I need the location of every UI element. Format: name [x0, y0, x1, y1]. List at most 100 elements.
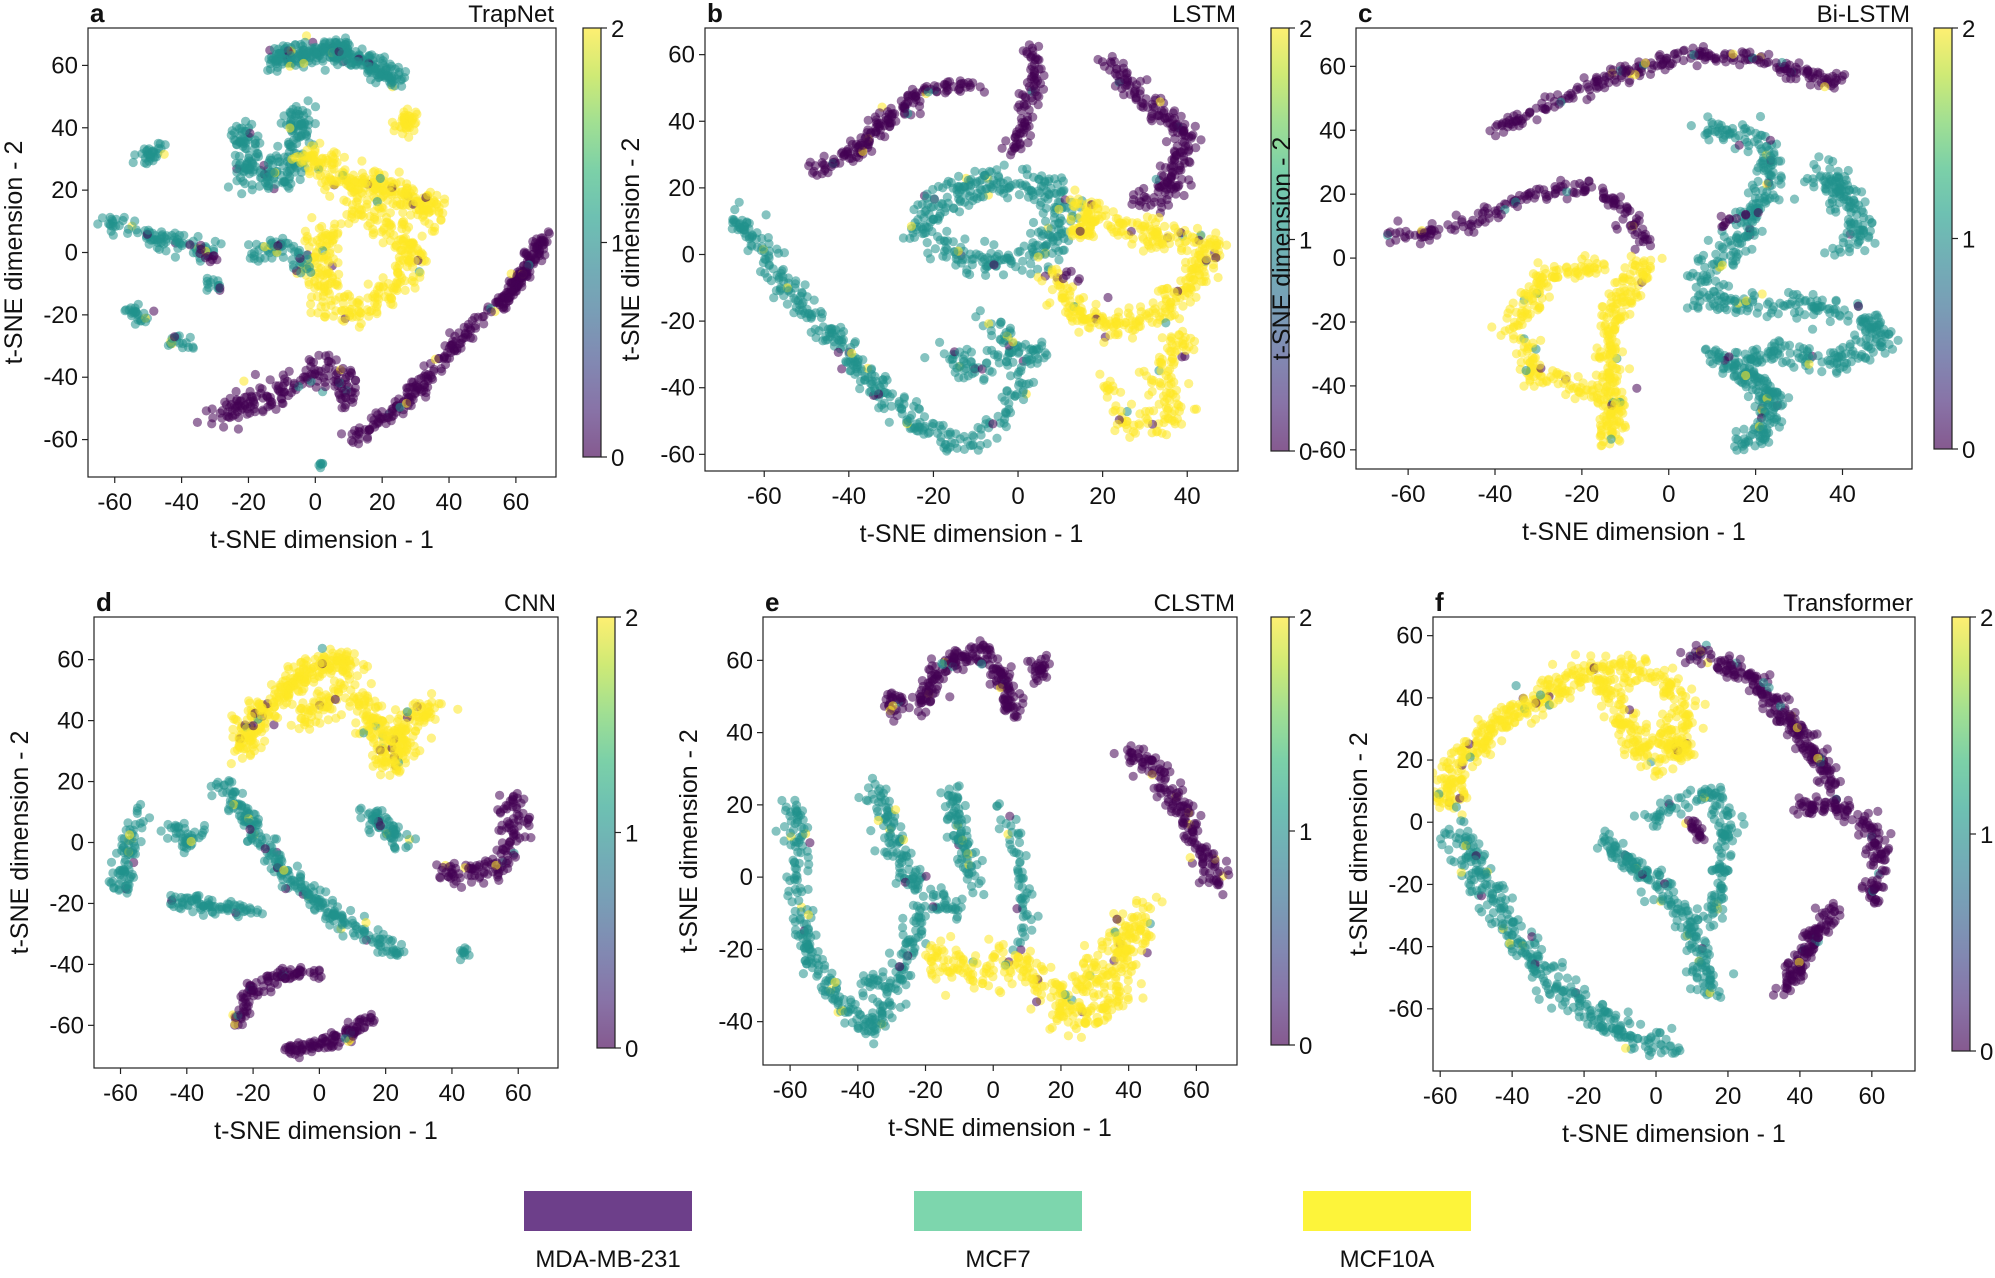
x-tick-label: -20	[916, 483, 951, 510]
scatter-point	[1048, 249, 1057, 258]
scatter-point	[1170, 156, 1179, 165]
scatter-point	[1192, 238, 1201, 247]
panel-title: LSTM	[1172, 1, 1236, 28]
scatter-point	[1746, 126, 1755, 135]
scatter-point	[1153, 227, 1162, 236]
scatter-point	[1168, 354, 1177, 363]
scatter-point	[1417, 233, 1426, 242]
scatter-point	[316, 281, 325, 290]
scatter-point	[330, 38, 339, 47]
scatter-point	[1391, 236, 1400, 245]
colorbar-tick-label: 0	[611, 445, 624, 472]
scatter-point	[1140, 192, 1149, 201]
scatter-point	[826, 324, 835, 333]
scatter-point	[871, 386, 880, 395]
scatter-point	[1808, 73, 1817, 82]
scatter-point	[935, 338, 944, 347]
scatter-point	[1870, 239, 1879, 248]
scatter-point	[1710, 287, 1719, 296]
scatter-point	[1121, 231, 1130, 240]
scatter-point	[1155, 312, 1164, 321]
scatter-point	[1767, 351, 1776, 360]
scatter-point	[1505, 119, 1514, 128]
scatter-point	[1610, 75, 1619, 84]
scatter-point	[324, 363, 333, 372]
scatter-point	[1067, 215, 1076, 224]
scatter-point	[1826, 356, 1835, 365]
scatter-point	[933, 429, 942, 438]
scatter-point	[347, 188, 356, 197]
scatter-point	[797, 310, 806, 319]
scatter-point	[966, 181, 975, 190]
scatter-point	[1844, 166, 1853, 175]
scatter-point	[176, 239, 185, 248]
cluster-class-0	[804, 76, 989, 180]
scatter-point	[1023, 138, 1032, 147]
scatter-point	[348, 58, 357, 67]
scatter-point	[1727, 360, 1736, 369]
scatter-point	[1190, 405, 1199, 414]
scatter-point	[881, 113, 890, 122]
scatter-point	[369, 420, 378, 429]
scatter-point	[311, 102, 320, 111]
scatter-point	[316, 239, 325, 248]
scatter-point	[1042, 242, 1051, 251]
scatter-point	[1050, 189, 1059, 198]
scatter-point	[992, 434, 1001, 443]
scatter-point	[285, 140, 294, 149]
scatter-point	[902, 418, 911, 427]
scatter-point	[1092, 199, 1101, 208]
scatter-point	[321, 378, 330, 387]
scatter-point	[246, 165, 255, 174]
scatter-point	[1724, 130, 1733, 139]
scatter-points	[93, 31, 554, 472]
scatter-point	[1127, 400, 1136, 409]
scatter-point	[1865, 325, 1874, 334]
scatter-point	[789, 294, 798, 303]
scatter-point	[989, 260, 998, 269]
scatter-point	[776, 284, 785, 293]
scatter-point	[900, 104, 909, 113]
scatter-point	[1179, 129, 1188, 138]
scatter-point	[1059, 186, 1068, 195]
scatter-point	[1758, 289, 1767, 298]
scatter-point	[1023, 170, 1032, 179]
scatter-point	[763, 273, 772, 282]
scatter-point	[1000, 161, 1009, 170]
scatter-point	[1159, 418, 1168, 427]
scatter-point	[942, 227, 951, 236]
scatter-point	[1085, 314, 1094, 323]
scatter-point	[1703, 112, 1712, 121]
y-tick-label: -40	[660, 375, 695, 402]
scatter-point	[1750, 402, 1759, 411]
scatter-point	[1091, 300, 1100, 309]
scatter-point	[1015, 190, 1024, 199]
scatter-point	[294, 249, 303, 258]
scatter-point	[436, 216, 445, 225]
scatter-point	[264, 179, 273, 188]
scatter-point	[304, 96, 313, 105]
scatter-point	[838, 147, 847, 156]
scatter-point	[278, 57, 287, 66]
scatter-point	[903, 91, 912, 100]
scatter-point	[1778, 358, 1787, 367]
panel-title: TrapNet	[468, 1, 554, 28]
scatter-point	[1767, 341, 1776, 350]
scatter-point	[160, 233, 169, 242]
scatter-point	[1188, 276, 1197, 285]
scatter-point	[1696, 278, 1705, 287]
scatter-point	[1572, 85, 1581, 94]
y-tick-label: 60	[668, 42, 695, 69]
scatter-point	[530, 243, 539, 252]
scatter-point	[1776, 344, 1785, 353]
scatter-point	[1732, 427, 1741, 436]
scatter-point	[1764, 50, 1773, 59]
scatter-point	[1160, 106, 1169, 115]
scatter-point	[339, 169, 348, 178]
scatter-point	[981, 261, 990, 270]
scatter-point	[1193, 224, 1202, 233]
scatter-point	[306, 308, 315, 317]
scatter-point	[1143, 419, 1152, 428]
scatter-point	[404, 241, 413, 250]
